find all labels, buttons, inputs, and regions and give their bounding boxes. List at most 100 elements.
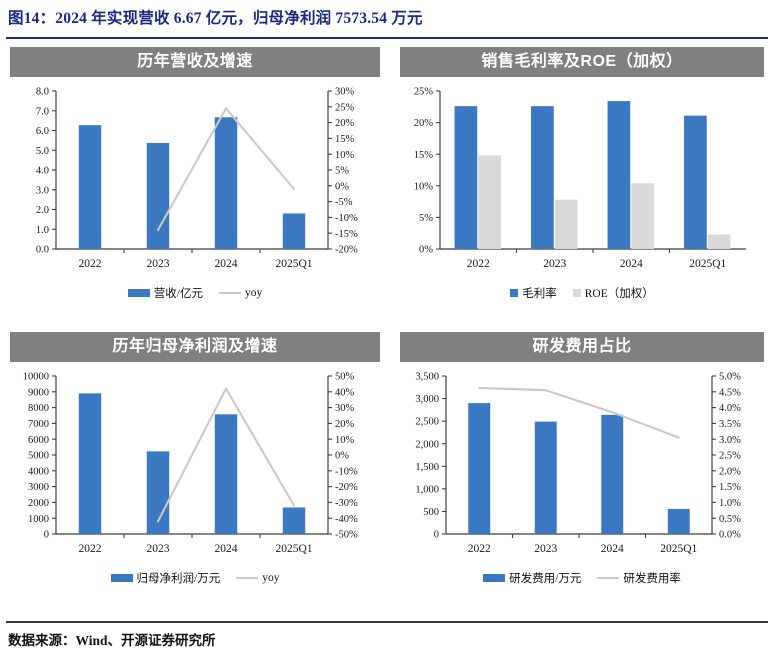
panel-title-margin-roe: 销售毛利率及ROE（加权） — [400, 47, 764, 77]
svg-text:10%: 10% — [335, 435, 355, 446]
panel-title-net-profit: 历年归母净利润及增速 — [10, 332, 380, 362]
legend-item-gross-margin: 毛利率 — [510, 285, 557, 301]
svg-text:0.0: 0.0 — [36, 245, 49, 256]
svg-text:6.0: 6.0 — [36, 126, 49, 137]
svg-text:-40%: -40% — [335, 514, 358, 525]
svg-text:2025Q1: 2025Q1 — [660, 543, 697, 555]
legend-margin-roe: 毛利率 ROE（加权） — [400, 285, 764, 301]
square-swatch-gray-icon — [572, 289, 581, 297]
svg-text:2022: 2022 — [468, 543, 491, 555]
svg-text:40%: 40% — [335, 387, 355, 398]
svg-text:500: 500 — [423, 507, 439, 518]
svg-text:2023: 2023 — [534, 543, 557, 555]
legend-rd-expense: 研发费用/万元 研发费用率 — [400, 570, 764, 586]
svg-text:5%: 5% — [419, 213, 433, 224]
svg-text:2,500: 2,500 — [415, 417, 439, 428]
page-title: 图14：2024 年实现营收 6.67 亿元，归母净利润 7573.54 万元 — [8, 10, 423, 27]
panel-revenue: 历年营收及增速 0.0 1.0 2.0 3.0 4.0 5.0 6.0 7.0 8.0 -20% -… — [0, 39, 390, 324]
svg-text:0%: 0% — [335, 181, 349, 192]
legend-label: 研发费用率 — [623, 573, 681, 585]
svg-text:-30%: -30% — [335, 498, 358, 509]
svg-text:-15%: -15% — [335, 229, 358, 240]
svg-text:1.5%: 1.5% — [719, 482, 741, 493]
svg-text:1.0: 1.0 — [36, 225, 49, 236]
svg-text:20%: 20% — [414, 118, 434, 129]
svg-text:8.0: 8.0 — [36, 87, 49, 98]
svg-text:2.0: 2.0 — [36, 205, 49, 216]
legend-item-line: yoy — [236, 572, 279, 584]
svg-text:2023: 2023 — [543, 258, 566, 270]
svg-text:1,000: 1,000 — [415, 484, 439, 495]
panel-rd-expense: 研发费用占比 0 500 1,000 1,500 2,000 2,500 3,000 3,50… — [390, 324, 774, 609]
svg-text:5%: 5% — [335, 166, 349, 177]
svg-text:-5%: -5% — [335, 197, 353, 208]
svg-text:4.0: 4.0 — [36, 166, 49, 177]
svg-text:3.5%: 3.5% — [719, 419, 741, 430]
svg-text:2025Q1: 2025Q1 — [275, 543, 312, 555]
svg-text:25%: 25% — [414, 87, 434, 98]
svg-text:1.0%: 1.0% — [719, 498, 741, 509]
svg-text:2023: 2023 — [147, 258, 170, 270]
svg-text:2,000: 2,000 — [415, 439, 439, 450]
panel-title-rd-expense: 研发费用占比 — [400, 332, 764, 362]
svg-text:0%: 0% — [335, 451, 349, 462]
legend-item-bar: 研发费用/万元 — [483, 570, 581, 586]
square-swatch-icon — [510, 289, 519, 297]
svg-text:2024: 2024 — [620, 258, 643, 270]
svg-text:0%: 0% — [419, 245, 433, 256]
legend-item-bar: 归母净利润/万元 — [110, 570, 220, 586]
svg-text:0: 0 — [44, 530, 49, 541]
svg-text:2024: 2024 — [601, 543, 624, 555]
title-divider — [6, 37, 768, 39]
svg-text:2023: 2023 — [147, 543, 170, 555]
plot-rd-expense: 0 500 1,000 1,500 2,000 2,500 3,000 3,500 0.0% 0.… — [400, 370, 764, 568]
plot-revenue: 0.0 1.0 2.0 3.0 4.0 5.0 6.0 7.0 8.0 -20% -15% -10% -… — [10, 85, 380, 283]
legend-label: 研发费用/万元 — [509, 573, 582, 585]
legend-label: 毛利率 — [522, 288, 557, 300]
svg-text:25%: 25% — [335, 102, 355, 113]
legend-label: 营收/亿元 — [153, 288, 203, 300]
svg-text:5.0: 5.0 — [36, 146, 49, 157]
panel-net-profit: 历年归母净利润及增速 0 1000 2000 3000 4000 5000 6000 7000… — [0, 324, 390, 609]
svg-text:20%: 20% — [335, 419, 355, 430]
footer-divider — [6, 621, 768, 623]
svg-text:9000: 9000 — [28, 387, 49, 398]
svg-text:7.0: 7.0 — [36, 106, 49, 117]
svg-text:8000: 8000 — [28, 403, 49, 414]
svg-text:4.5%: 4.5% — [719, 387, 741, 398]
panel-margin-roe: 销售毛利率及ROE（加权） 0% 5% 10% 15% 20% 25% 2022 2023 20… — [390, 39, 774, 324]
svg-text:4.0%: 4.0% — [719, 403, 741, 414]
svg-text:1,500: 1,500 — [415, 462, 439, 473]
svg-text:7000: 7000 — [28, 419, 49, 430]
svg-text:3,000: 3,000 — [415, 394, 439, 405]
svg-text:2022: 2022 — [467, 258, 490, 270]
line-swatch-icon — [218, 292, 241, 294]
bar-swatch-icon — [110, 574, 133, 582]
svg-text:30%: 30% — [335, 403, 355, 414]
svg-text:3.0%: 3.0% — [719, 435, 741, 446]
plot-margin-roe: 0% 5% 10% 15% 20% 25% 2022 2023 2024 2025Q1 — [400, 85, 764, 283]
svg-text:0.0%: 0.0% — [719, 530, 741, 541]
svg-text:6000: 6000 — [28, 435, 49, 446]
line-swatch-icon — [236, 577, 259, 579]
svg-text:15%: 15% — [414, 150, 434, 161]
legend-item-bar: 营收/亿元 — [127, 285, 203, 301]
svg-text:2000: 2000 — [28, 498, 49, 509]
svg-text:-20%: -20% — [335, 482, 358, 493]
svg-text:4000: 4000 — [28, 466, 49, 477]
svg-text:15%: 15% — [335, 134, 355, 145]
legend-item-line: 研发费用率 — [597, 570, 681, 586]
chart-grid: 历年营收及增速 0.0 1.0 2.0 3.0 4.0 5.0 6.0 7.0 8.0 -20% -… — [0, 39, 774, 609]
svg-text:3.0: 3.0 — [36, 185, 49, 196]
legend-label: yoy — [244, 287, 263, 299]
svg-text:2022: 2022 — [79, 258, 102, 270]
svg-text:3,500: 3,500 — [415, 372, 439, 383]
svg-text:2024: 2024 — [215, 543, 238, 555]
svg-text:-20%: -20% — [335, 245, 358, 256]
legend-net-profit: 归母净利润/万元 yoy — [10, 570, 380, 586]
svg-text:10%: 10% — [414, 181, 434, 192]
svg-text:2025Q1: 2025Q1 — [275, 258, 312, 270]
svg-text:30%: 30% — [335, 87, 355, 98]
svg-text:10%: 10% — [335, 150, 355, 161]
svg-text:0: 0 — [434, 530, 439, 541]
